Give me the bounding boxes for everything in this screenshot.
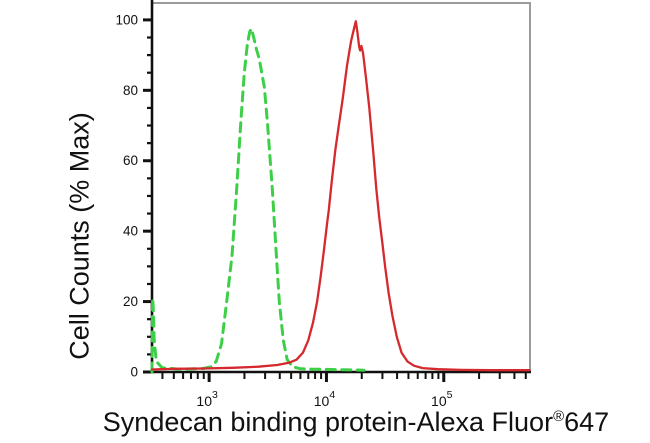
x-tick-label: 105 — [431, 389, 453, 409]
y-tick-label: 0 — [130, 365, 138, 380]
y-axis: 0 20 40 60 80 100 — [115, 0, 154, 380]
x-axis-title-tail: 647 — [564, 407, 610, 437]
x-axis: 103 104 105 — [150, 370, 531, 409]
x-axis-title-main: Syndecan binding protein-Alexa Fluor — [102, 407, 554, 437]
green-dashed-histogram — [150, 27, 366, 374]
y-axis-title: Cell Counts (% Max) — [64, 112, 95, 360]
y-tick-label: 20 — [123, 294, 138, 309]
green-dashed-histogram-group — [150, 27, 366, 374]
x-axis-title: Syndecan binding protein-Alexa Fluor®647 — [100, 407, 612, 438]
y-tick-label: 60 — [123, 153, 138, 168]
registered-trademark-icon: ® — [553, 408, 565, 425]
y-tick-label: 40 — [123, 224, 138, 239]
red-solid-histogram-group — [150, 20, 531, 372]
x-tick-label: 103 — [196, 389, 218, 409]
plot-border — [152, 2, 531, 373]
red-solid-histogram — [150, 20, 531, 372]
x-tick-label: 104 — [314, 389, 336, 409]
y-tick-label: 100 — [115, 12, 138, 27]
y-tick-label: 80 — [123, 83, 138, 98]
